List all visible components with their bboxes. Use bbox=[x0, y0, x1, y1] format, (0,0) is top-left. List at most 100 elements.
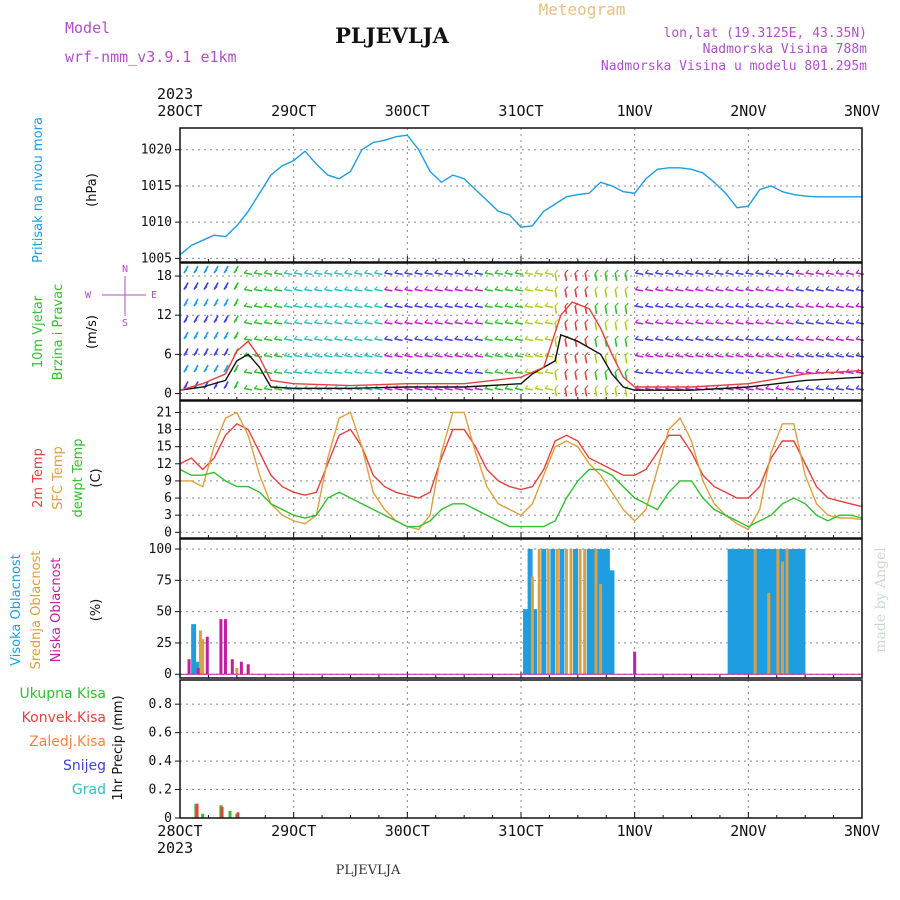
wind-barb-flag bbox=[434, 302, 439, 307]
wind-barb-flag bbox=[364, 302, 368, 307]
wind-barb bbox=[414, 354, 423, 358]
bar-high bbox=[727, 549, 733, 675]
wind-barb bbox=[284, 338, 293, 342]
wind-barb bbox=[284, 371, 293, 375]
wind-barb-flag bbox=[464, 269, 469, 274]
wind-barb bbox=[494, 354, 503, 358]
wind-barb bbox=[514, 338, 523, 342]
top-date-label: 2NOV bbox=[730, 102, 766, 120]
wind-barb bbox=[795, 338, 804, 342]
wind-barb-flag bbox=[825, 269, 830, 274]
wind-barb bbox=[424, 288, 433, 292]
wind-barb bbox=[815, 272, 824, 276]
wind-barb-flag bbox=[313, 269, 318, 274]
wind-barb bbox=[604, 355, 608, 364]
wind-barb-flag bbox=[253, 335, 258, 340]
footer-station: PLJEVLJA bbox=[336, 863, 401, 878]
wind-barb-flag bbox=[835, 352, 840, 356]
wind-barb bbox=[274, 272, 283, 276]
wind-barb-flag bbox=[474, 286, 479, 290]
wind-barb bbox=[424, 338, 433, 342]
wind-barb bbox=[785, 371, 794, 375]
wind-barb-flag bbox=[614, 269, 619, 274]
wind-barb-flag bbox=[434, 352, 439, 356]
wind-barb bbox=[805, 288, 814, 292]
wind-barb-flag bbox=[414, 319, 419, 323]
wind-barb bbox=[504, 272, 513, 276]
wind-barb-flag bbox=[534, 319, 539, 323]
bottom-date-label: 1NOV bbox=[617, 822, 653, 840]
ytick-label: 21 bbox=[156, 405, 172, 420]
bar-low bbox=[633, 651, 637, 675]
wind-barb bbox=[775, 387, 784, 391]
wind-barb bbox=[765, 305, 774, 309]
wind-barb-flag bbox=[404, 269, 409, 274]
wind-barb-flag bbox=[705, 352, 709, 356]
wind-barb bbox=[364, 387, 373, 391]
wind-barb-flag bbox=[564, 385, 569, 389]
wind-barb bbox=[394, 305, 403, 309]
panel-precip: 0 0.2 0.4 0.6 0.8 bbox=[149, 679, 863, 826]
wind-barb bbox=[765, 272, 774, 276]
wind-barb bbox=[785, 387, 794, 391]
wind-barb-flag bbox=[293, 352, 298, 356]
wind-barb-flag bbox=[454, 335, 459, 340]
wind-barb bbox=[264, 371, 273, 375]
wind-barb-flag bbox=[654, 286, 659, 290]
wind-barb-flag bbox=[715, 286, 719, 290]
wind-barb bbox=[454, 354, 463, 358]
bar-conv bbox=[236, 812, 240, 818]
wind-barb bbox=[254, 371, 263, 375]
wind-barb bbox=[464, 272, 473, 276]
wind-barb bbox=[334, 288, 343, 292]
wind-barb bbox=[755, 288, 764, 292]
wind-barb-flag bbox=[855, 286, 860, 290]
wind-barb bbox=[374, 371, 383, 375]
wind-barb bbox=[324, 338, 333, 342]
wind-barb bbox=[735, 288, 744, 292]
panel-wind: 0 6 12 18 bbox=[156, 262, 864, 401]
bar-high bbox=[773, 549, 779, 675]
wind-barb bbox=[584, 289, 588, 298]
wind-barb-flag bbox=[233, 385, 238, 389]
wind-barb bbox=[514, 305, 523, 309]
wind-barb bbox=[244, 288, 253, 292]
series-line-dewpt bbox=[179, 468, 863, 528]
wind-barb bbox=[264, 272, 273, 276]
bottom-date-label: 31OCT bbox=[498, 822, 543, 840]
wind-barb-flag bbox=[685, 269, 689, 274]
wind-barb-flag bbox=[424, 286, 429, 290]
wind-barb bbox=[474, 387, 483, 391]
wind-barb-flag bbox=[795, 269, 800, 274]
wind-barb-flag bbox=[534, 352, 539, 356]
wind-barb-flag bbox=[323, 368, 328, 373]
wind-barb-flag bbox=[414, 269, 419, 274]
wind-barb bbox=[474, 272, 483, 276]
wind-barb-flag bbox=[263, 302, 268, 307]
wind-barb bbox=[574, 388, 578, 397]
wind-barb bbox=[835, 338, 844, 342]
wind-barb bbox=[765, 371, 774, 375]
wind-barb bbox=[434, 288, 443, 292]
top-date-label: 3NOV bbox=[844, 102, 880, 120]
wind-barb-flag bbox=[835, 335, 840, 340]
wind-barb-flag bbox=[213, 352, 218, 356]
dewpt-label: dewpt Temp bbox=[71, 438, 86, 517]
wind-barb-flag bbox=[685, 335, 689, 340]
wind-barb bbox=[394, 338, 403, 342]
wind-barb-flag bbox=[394, 302, 399, 307]
wind-barb bbox=[274, 338, 283, 342]
wind-barb-flag bbox=[404, 368, 409, 373]
wind-barb bbox=[614, 388, 618, 397]
wind-barb-flag bbox=[654, 302, 659, 307]
wind-barb bbox=[825, 338, 834, 342]
bar-high bbox=[791, 549, 797, 675]
wind-barb bbox=[544, 338, 554, 342]
wind-barb bbox=[464, 321, 473, 325]
wind-barb bbox=[474, 321, 483, 325]
wind-barb-flag bbox=[323, 352, 328, 356]
bar-low bbox=[187, 659, 191, 675]
wind-barb bbox=[835, 288, 844, 292]
wind-barb bbox=[795, 288, 804, 292]
wind-barb bbox=[414, 338, 423, 342]
